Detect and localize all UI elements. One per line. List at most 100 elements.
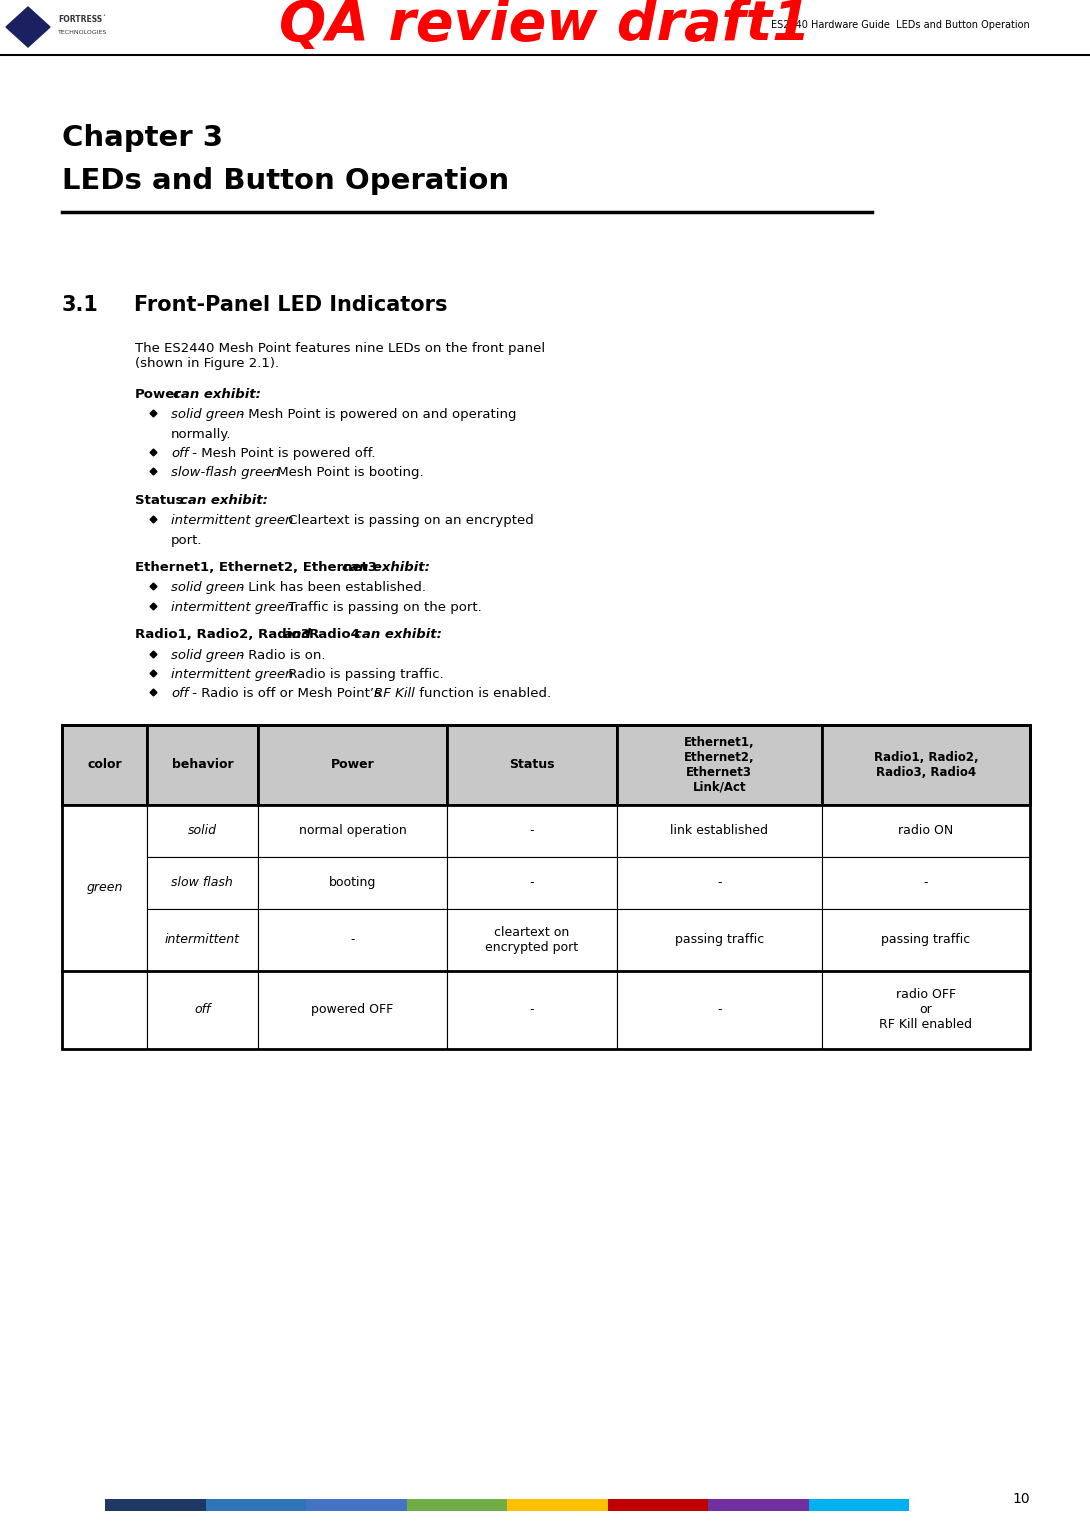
- Text: Radio1, Radio2,
Radio3, Radio4: Radio1, Radio2, Radio3, Radio4: [873, 751, 978, 778]
- Text: off: off: [194, 1003, 210, 1016]
- Text: cleartext on
encrypted port: cleartext on encrypted port: [485, 926, 579, 954]
- Text: - Mesh Point is powered off.: - Mesh Point is powered off.: [189, 447, 376, 461]
- Text: - Traffic is passing on the port.: - Traffic is passing on the port.: [276, 601, 482, 613]
- Text: Power: Power: [330, 758, 374, 771]
- Bar: [62, 725, 1030, 1048]
- Text: -: -: [530, 876, 534, 890]
- Text: Power: Power: [135, 388, 182, 401]
- Bar: [708, 1499, 809, 1511]
- Text: off: off: [171, 687, 189, 700]
- Bar: [147, 908, 257, 971]
- Text: port.: port.: [171, 534, 203, 546]
- Text: can exhibit:: can exhibit:: [342, 562, 431, 574]
- Bar: [257, 971, 447, 1048]
- Text: -: -: [717, 876, 722, 890]
- Text: radio OFF
or
RF Kill enabled: radio OFF or RF Kill enabled: [880, 987, 972, 1032]
- Bar: [608, 1499, 708, 1511]
- Bar: [62, 725, 147, 804]
- Bar: [147, 971, 257, 1048]
- Bar: [822, 725, 1030, 804]
- Bar: [617, 971, 822, 1048]
- Text: RF Kill: RF Kill: [374, 687, 415, 700]
- Text: normally.: normally.: [171, 427, 231, 441]
- Text: and: and: [283, 629, 312, 641]
- Text: radio ON: radio ON: [898, 824, 954, 838]
- Text: intermittent green: intermittent green: [171, 601, 293, 613]
- Text: can exhibit:: can exhibit:: [354, 629, 441, 641]
- Bar: [257, 908, 447, 971]
- Bar: [617, 804, 822, 856]
- Text: link established: link established: [670, 824, 768, 838]
- Text: -: -: [350, 932, 354, 946]
- Bar: [822, 908, 1030, 971]
- Text: color: color: [87, 758, 122, 771]
- Bar: [822, 856, 1030, 908]
- Text: behavior: behavior: [171, 758, 233, 771]
- Text: can exhibit:: can exhibit:: [180, 494, 268, 507]
- Text: -: -: [530, 824, 534, 838]
- Text: Status: Status: [135, 494, 183, 507]
- Bar: [407, 1499, 507, 1511]
- Bar: [447, 725, 617, 804]
- Text: - Cleartext is passing on an encrypted: - Cleartext is passing on an encrypted: [276, 514, 534, 528]
- Bar: [147, 725, 257, 804]
- Text: - Mesh Point is booting.: - Mesh Point is booting.: [264, 467, 423, 479]
- Text: booting: booting: [329, 876, 376, 890]
- Bar: [62, 971, 147, 1048]
- Bar: [257, 804, 447, 856]
- Bar: [105, 1499, 206, 1511]
- Text: 3.1: 3.1: [62, 295, 99, 314]
- Text: function is enabled.: function is enabled.: [414, 687, 550, 700]
- Text: FORTRESS´: FORTRESS´: [58, 15, 106, 24]
- Bar: [822, 971, 1030, 1048]
- Text: - Radio is passing traffic.: - Radio is passing traffic.: [276, 668, 444, 681]
- Text: ES2440 Hardware Guide  LEDs and Button Operation: ES2440 Hardware Guide LEDs and Button Op…: [772, 20, 1030, 31]
- Text: can exhibit:: can exhibit:: [173, 388, 262, 401]
- Text: Radio1, Radio2, Radio3: Radio1, Radio2, Radio3: [135, 629, 310, 641]
- Text: - Radio is off or Mesh Point’s: - Radio is off or Mesh Point’s: [189, 687, 386, 700]
- Bar: [62, 804, 147, 971]
- Bar: [206, 1499, 306, 1511]
- Bar: [147, 856, 257, 908]
- Bar: [617, 908, 822, 971]
- Bar: [617, 725, 822, 804]
- Text: passing traffic: passing traffic: [675, 932, 764, 946]
- Bar: [447, 908, 617, 971]
- Polygon shape: [7, 8, 50, 47]
- Bar: [909, 1499, 1010, 1511]
- Text: - Mesh Point is powered on and operating: - Mesh Point is powered on and operating: [234, 409, 517, 421]
- Bar: [447, 856, 617, 908]
- Bar: [147, 804, 257, 856]
- Bar: [617, 856, 822, 908]
- Text: Ethernet1, Ethernet2, Ethernet3: Ethernet1, Ethernet2, Ethernet3: [135, 562, 377, 574]
- Bar: [447, 971, 617, 1048]
- Bar: [257, 725, 447, 804]
- Bar: [306, 1499, 407, 1511]
- Bar: [257, 856, 447, 908]
- Text: solid green: solid green: [171, 409, 244, 421]
- Text: off: off: [171, 447, 189, 461]
- Text: Front-Panel LED Indicators: Front-Panel LED Indicators: [134, 295, 448, 314]
- Text: - Radio is on.: - Radio is on.: [234, 649, 325, 661]
- Text: powered OFF: powered OFF: [312, 1003, 393, 1016]
- Bar: [809, 1499, 909, 1511]
- Text: green: green: [86, 881, 123, 894]
- Text: intermittent green: intermittent green: [171, 668, 293, 681]
- Text: solid green: solid green: [171, 581, 244, 594]
- Text: QA review draft1: QA review draft1: [279, 0, 811, 52]
- Text: LEDs and Button Operation: LEDs and Button Operation: [62, 166, 509, 195]
- Bar: [447, 804, 617, 856]
- Text: -: -: [923, 876, 929, 890]
- Bar: [507, 1499, 608, 1511]
- Bar: [822, 804, 1030, 856]
- Text: passing traffic: passing traffic: [882, 932, 970, 946]
- Text: intermittent: intermittent: [165, 932, 240, 946]
- Text: normal operation: normal operation: [299, 824, 407, 838]
- Text: TECHNOLOGIES: TECHNOLOGIES: [58, 31, 108, 35]
- Text: slow flash: slow flash: [171, 876, 233, 890]
- Text: solid: solid: [187, 824, 217, 838]
- Text: -: -: [530, 1003, 534, 1016]
- Text: solid green: solid green: [171, 649, 244, 661]
- Text: Status: Status: [509, 758, 555, 771]
- Text: -: -: [717, 1003, 722, 1016]
